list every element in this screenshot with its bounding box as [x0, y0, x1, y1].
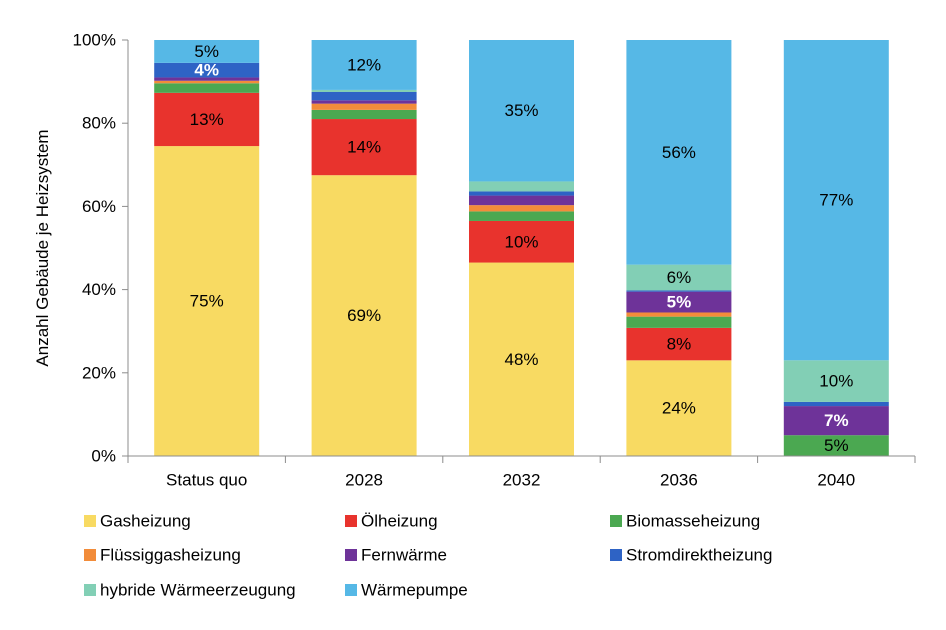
data-label-3-1: 8%	[667, 335, 692, 354]
bar-segment-1-6	[311, 89, 417, 92]
bar-segment-1-1	[311, 119, 417, 176]
y-tick-label: 20%	[82, 363, 116, 382]
bar-segment-3-3	[626, 312, 732, 317]
data-label-0-0: 75%	[190, 292, 224, 311]
legend-label: Stromdirektheizung	[626, 546, 772, 565]
y-tick-label: 100%	[73, 31, 116, 50]
data-label-1-7: 12%	[347, 55, 381, 74]
legend-label: Fernwärme	[361, 546, 447, 565]
x-tick-label: 2040	[817, 471, 855, 490]
bar-segment-1-3	[311, 103, 417, 110]
legend-swatch	[610, 549, 622, 561]
bar-segment-3-6	[626, 264, 732, 291]
legend-swatch	[345, 549, 357, 561]
legend-swatch	[84, 549, 96, 561]
data-label-4-4: 7%	[824, 411, 849, 430]
bar-segment-1-4	[311, 100, 417, 104]
bar-segment-0-3	[154, 80, 260, 84]
bar-segment-2-6	[469, 181, 574, 192]
bar-segment-2-1	[469, 220, 574, 263]
data-label-0-5: 4%	[194, 61, 219, 80]
bar-segment-1-5	[311, 92, 417, 101]
data-label-3-4: 5%	[667, 293, 692, 312]
data-label-3-7: 56%	[662, 143, 696, 162]
bar-segment-1-0	[311, 175, 417, 456]
data-label-1-1: 14%	[347, 138, 381, 157]
legend-label: hybride Wärmeerzeugung	[100, 581, 296, 600]
bar-segment-0-5	[154, 62, 260, 78]
bar-segment-3-0	[626, 360, 732, 456]
bar-segment-0-7	[154, 40, 260, 63]
data-label-2-0: 48%	[504, 350, 538, 369]
bar-segment-1-7	[311, 40, 417, 90]
y-axis-label: Anzahl Gebäude je Heizsystem	[33, 129, 52, 366]
bar-segment-3-1	[626, 327, 732, 361]
legend-label: Flüssiggasheizung	[100, 546, 241, 565]
axes-layer: 0% 20% 40% 60% 80% 100% Status quo 2028 2032 2036…	[73, 31, 916, 490]
bars-layer	[154, 40, 889, 456]
y-tick-label: 40%	[82, 280, 116, 299]
data-label-2-1: 10%	[504, 232, 538, 251]
legend-label: Ölheizung	[361, 512, 438, 531]
bar-segment-0-0	[154, 146, 260, 456]
data-label-3-6: 6%	[667, 268, 692, 287]
bar-segment-2-3	[469, 205, 574, 212]
bar-segment-0-1	[154, 92, 260, 147]
bar-segment-2-7	[469, 40, 574, 182]
legend-swatch	[345, 515, 357, 527]
data-label-0-7: 5%	[194, 42, 219, 61]
data-label-4-6: 10%	[819, 372, 853, 391]
legend: Gasheizung Ölheizung Biomasseheizung Flüssi…	[84, 512, 772, 600]
bar-segment-2-4	[469, 195, 574, 206]
bar-segment-2-2	[469, 211, 574, 221]
y-tick-label: 80%	[82, 114, 116, 133]
bar-segment-1-2	[311, 109, 417, 120]
legend-label: Biomasseheizung	[626, 512, 760, 531]
data-label-0-1: 13%	[190, 110, 224, 129]
x-tick-label: Status quo	[166, 471, 247, 490]
legend-swatch	[84, 584, 96, 596]
legend-swatch	[610, 515, 622, 527]
legend-label: Gasheizung	[100, 512, 191, 531]
bar-segment-4-7	[783, 40, 889, 361]
bar-segment-4-4	[783, 406, 889, 436]
bar-segment-2-5	[469, 191, 574, 196]
y-tick-label: 60%	[82, 197, 116, 216]
bar-segment-4-5	[783, 401, 889, 407]
bar-segment-3-7	[626, 40, 732, 265]
bar-segment-3-4	[626, 291, 732, 313]
bar-segment-4-6	[783, 360, 889, 402]
y-tick-label: 0%	[91, 447, 116, 466]
legend-swatch	[345, 584, 357, 596]
bar-segment-0-2	[154, 83, 260, 93]
bar-segment-2-0	[469, 262, 574, 456]
bar-segment-3-2	[626, 316, 732, 328]
data-label-3-0: 24%	[662, 399, 696, 418]
x-tick-label: 2032	[503, 471, 541, 490]
bar-segment-4-2	[783, 435, 889, 456]
data-label-4-7: 77%	[819, 191, 853, 210]
data-label-2-7: 35%	[504, 101, 538, 120]
bar-segment-3-5	[626, 290, 732, 292]
legend-label: Wärmepumpe	[361, 581, 468, 600]
x-tick-label: 2036	[660, 471, 698, 490]
bar-segment-0-4	[154, 77, 260, 81]
legend-swatch	[84, 515, 96, 527]
x-tick-label: 2028	[345, 471, 383, 490]
data-label-1-0: 69%	[347, 306, 381, 325]
data-label-4-2: 5%	[824, 436, 849, 455]
data-labels-layer: 75%13%4%5%69%14%12%48%10%35%24%8%5%6%56%…	[190, 42, 854, 455]
